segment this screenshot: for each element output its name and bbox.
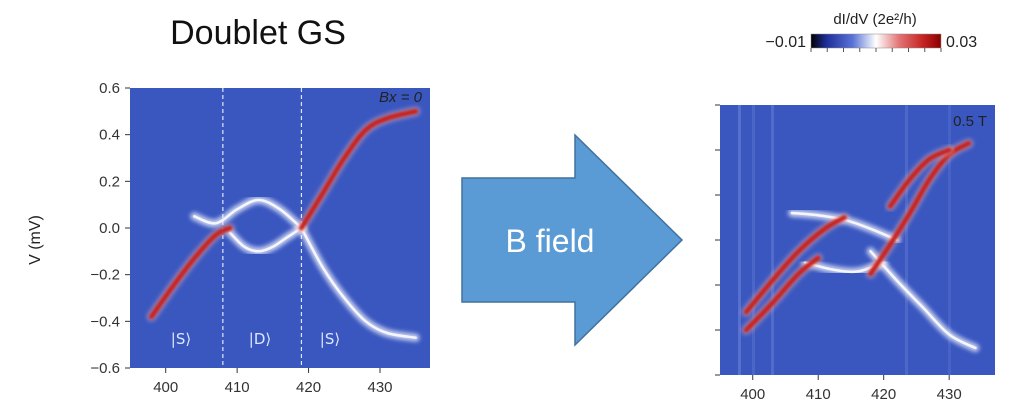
y-axis-label: V (mV)	[27, 215, 44, 265]
left-curve-4	[297, 224, 420, 342]
left-curve-core-0	[148, 225, 233, 320]
b-field-arrow: B field	[461, 133, 684, 347]
left-curve-core-2	[228, 226, 303, 253]
right-x-tick-label-1: 410	[806, 386, 831, 403]
right-y-axis	[715, 104, 720, 376]
left-corner-label: Bx = 0	[379, 89, 423, 106]
left-plot-background	[130, 88, 430, 368]
colorbar-ticks	[810, 48, 942, 52]
left-y-tick-label-1: 0.4	[99, 127, 120, 144]
colorbar: dI/dV (2e²/h) −0.01 0.03	[766, 11, 977, 52]
left-y-tick-label-4: −0.2	[90, 267, 120, 284]
left-curve-core-4	[300, 226, 417, 339]
left-y-tick-label-5: −0.4	[90, 313, 120, 330]
right-x-axis: 400 410 420 430	[740, 375, 962, 403]
right-curve-1	[741, 253, 823, 335]
left-curve-core-3	[298, 108, 419, 231]
noise-streak-4	[948, 105, 951, 375]
right-curve-core-6	[869, 250, 977, 350]
left-curve-2	[226, 224, 306, 256]
right-curve-core-0	[743, 215, 847, 315]
right-curves	[741, 138, 980, 352]
left-y-tick-label-2: 0.2	[99, 173, 120, 190]
right-heatmap-panel: 400 410 420 430 0.5 T	[715, 104, 995, 403]
right-x-tick-label-2: 420	[871, 386, 896, 403]
right-curve-5	[885, 145, 954, 211]
colorbar-max-label: 0.03	[946, 34, 977, 51]
right-noise-streaks	[738, 105, 951, 375]
left-curves	[146, 106, 421, 342]
figure-title: Doublet GS	[170, 14, 346, 52]
left-y-tick-label-3: 0.0	[99, 220, 120, 237]
left-curve-1	[190, 195, 306, 232]
noise-streak-3	[905, 105, 908, 375]
right-curve-0	[741, 213, 849, 317]
left-y-axis: 0.6 0.4 0.2 0.0 −0.2 −0.4 −0.6	[90, 80, 130, 377]
left-curve-3	[296, 106, 421, 233]
left-y-tick-label-6: −0.6	[90, 360, 120, 377]
arrow-label: B field	[506, 223, 595, 259]
region-label-d: |D⟩	[249, 330, 271, 348]
colorbar-gradient	[810, 33, 942, 49]
noise-streak-2	[771, 105, 774, 375]
left-x-axis: 400 410 420 430	[153, 368, 393, 396]
left-x-tick-label-1: 410	[225, 379, 250, 396]
noise-streak-1	[752, 105, 755, 375]
colorbar-min-label: −0.01	[766, 34, 807, 51]
colorbar-label: dI/dV (2e²/h)	[833, 11, 916, 28]
right-curve-core-1	[743, 255, 821, 333]
right-x-tick-label-0: 400	[740, 386, 765, 403]
right-x-tick-label-3: 430	[937, 386, 962, 403]
right-curve-core-5	[887, 147, 952, 209]
noise-streak-0	[738, 105, 741, 375]
right-curve-6	[866, 247, 980, 352]
region-label-s-right: |S⟩	[320, 330, 340, 348]
left-curve-0	[146, 223, 235, 322]
left-y-tick-label-0: 0.6	[99, 80, 120, 97]
left-x-tick-label-0: 400	[153, 379, 178, 396]
left-heatmap-panel: 0.6 0.4 0.2 0.0 −0.2 −0.4 −0.6 400 410 420 430 Bx…	[27, 80, 430, 396]
left-x-tick-label-3: 430	[367, 379, 392, 396]
region-label-s-left: |S⟩	[171, 330, 191, 348]
right-corner-label: 0.5 T	[953, 113, 987, 130]
left-curve-core-1	[193, 198, 303, 230]
arrow-shape	[461, 133, 684, 347]
left-x-tick-label-2: 420	[296, 379, 321, 396]
